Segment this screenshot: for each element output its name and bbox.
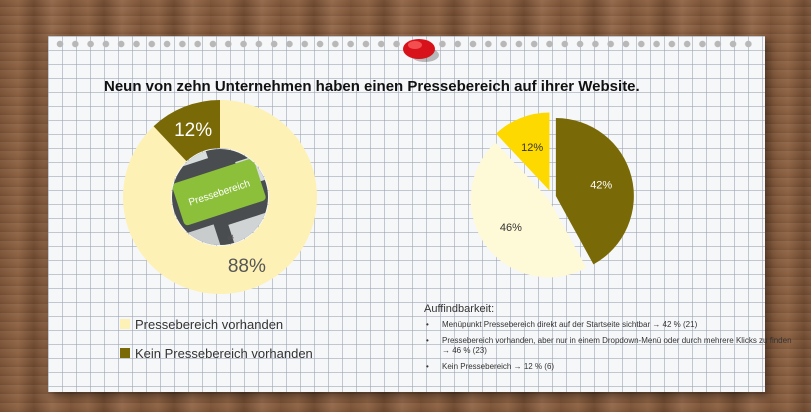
bullet-icon: • (426, 320, 429, 329)
pie-data-label: 46% (500, 222, 522, 234)
donut-slice (153, 100, 220, 162)
notes-list: • Menüpunkt Pressebereich direkt auf der … (424, 320, 804, 372)
legend-swatch (120, 319, 130, 329)
list-item: • Menüpunkt Pressebereich direkt auf der … (424, 320, 792, 330)
bullet-icon: • (426, 362, 429, 371)
note-text: Kein Pressebereich → 12 % (6) (442, 362, 555, 371)
key-small-label: alt (227, 234, 235, 242)
legend-label: Pressebereich vorhanden (135, 316, 284, 332)
donut-data-label: 88% (228, 256, 266, 277)
pie-slice (496, 112, 550, 191)
legend-label: Kein Pressebereich vorhanden (135, 345, 313, 361)
donut-data-label: 12% (174, 120, 212, 141)
pie-slice (470, 142, 587, 278)
keyboard-photo: Pressebereich alt (172, 149, 268, 245)
legend-item: Pressebereich vorhanden (120, 314, 313, 334)
donut-slice (123, 100, 318, 294)
notes-heading: Auffindbarkeit: (424, 303, 495, 315)
list-item: • Pressebereich vorhanden, aber nur in ei… (424, 336, 792, 356)
note-text: Pressebereich vorhanden, aber nur in ein… (442, 336, 792, 355)
pie-chart: 42% 46% 12% (470, 112, 634, 278)
pie-slice (555, 118, 634, 265)
list-item: • Kein Pressebereich → 12 % (6) (424, 362, 792, 372)
donut-chart: 88% 12% (123, 100, 318, 294)
pie-data-label: 42% (590, 179, 612, 191)
donut-legend: Pressebereich vorhanden Kein Presseberei… (120, 314, 313, 372)
bullet-icon: • (426, 336, 429, 345)
chart-title: Neun von zehn Unternehmen haben einen Pr… (104, 78, 640, 95)
pushpin-icon (403, 39, 439, 62)
legend-item: Kein Pressebereich vorhanden (120, 343, 313, 363)
findability-notes: Auffindbarkeit: • Menüpunkt Pressebereich… (424, 303, 804, 378)
pie-data-label: 12% (521, 142, 543, 154)
note-text: Menüpunkt Pressebereich direkt auf der S… (442, 320, 698, 329)
legend-swatch (120, 348, 130, 358)
